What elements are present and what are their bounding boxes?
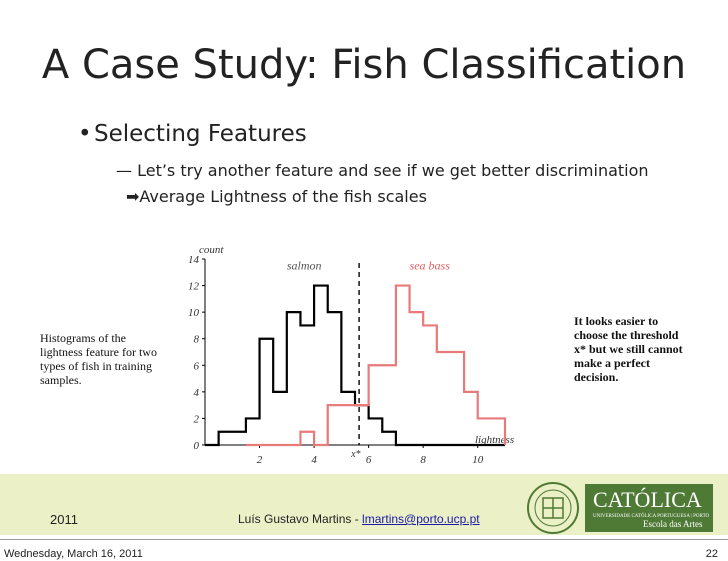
x-tick-label: 6 (366, 454, 372, 464)
y-tick-label: 4 (194, 387, 200, 399)
y-tick-label: 2 (194, 413, 200, 425)
y-tick-label: 12 (188, 281, 200, 293)
footer-year: 2011 (50, 512, 78, 527)
logo-subtitle: UNIVERSIDADE CATÓLICA PORTUGUESA | PORTO (593, 513, 710, 519)
x-tick-label: 8 (420, 454, 426, 464)
threshold-label: x* (350, 449, 360, 460)
histogram-caption: Histograms of the lightness feature for … (40, 331, 157, 387)
seal-icon (527, 482, 579, 534)
x-tick-label: 2 (257, 454, 263, 464)
y-tick-label: 14 (188, 254, 200, 266)
series-label-sea-bass: sea bass (410, 259, 451, 273)
threshold-note: It looks easier to choose the threshold … (574, 314, 683, 384)
y-tick-label: 10 (188, 307, 200, 319)
bullet-dot-icon: • (78, 121, 92, 147)
series-line-salmon (205, 284, 505, 447)
footer-author: Luís Gustavo Martins - lmartins@porto.uc… (238, 512, 480, 526)
dash-icon: — (116, 161, 138, 180)
bullet-level-1-text: Selecting Features (94, 121, 307, 147)
catolica-logo: CATÓLICA UNIVERSIDADE CATÓLICA PORTUGUES… (525, 480, 715, 536)
slide-title: A Case Study: Fish Classification (41, 42, 687, 88)
logo-school: Escola das Artes (643, 519, 703, 529)
footer-divider (0, 539, 728, 540)
arrow-right-icon: ➡ (126, 187, 140, 206)
y-tick-label: 8 (194, 334, 200, 346)
footer-date: Wednesday, March 16, 2011 (4, 548, 143, 560)
x-tick-label: 10 (472, 454, 484, 464)
page-number: 22 (705, 548, 718, 560)
bullet-level-2-text: Let’s try another feature and see if we … (137, 161, 649, 180)
series-line-sea-bass (245, 284, 507, 447)
author-name: Luís Gustavo Martins - (238, 512, 363, 526)
y-tick-label: 6 (194, 360, 200, 372)
y-tick-label: 0 (194, 440, 200, 452)
bullet-level-3: ➡Average Lightness of the fish scales (126, 187, 427, 206)
series-label-salmon: salmon (287, 259, 322, 273)
logo-name: CATÓLICA (593, 487, 702, 512)
bullet-level-1: • Selecting Features (78, 121, 307, 147)
bullet-level-3-text: Average Lightness of the fish scales (139, 187, 427, 206)
bullet-level-2: — Let’s try another feature and see if w… (116, 161, 649, 180)
email-link[interactable]: lmartins@porto.ucp.pt (362, 512, 480, 526)
y-axis-label: count (199, 244, 224, 256)
x-tick-label: 4 (311, 454, 317, 464)
